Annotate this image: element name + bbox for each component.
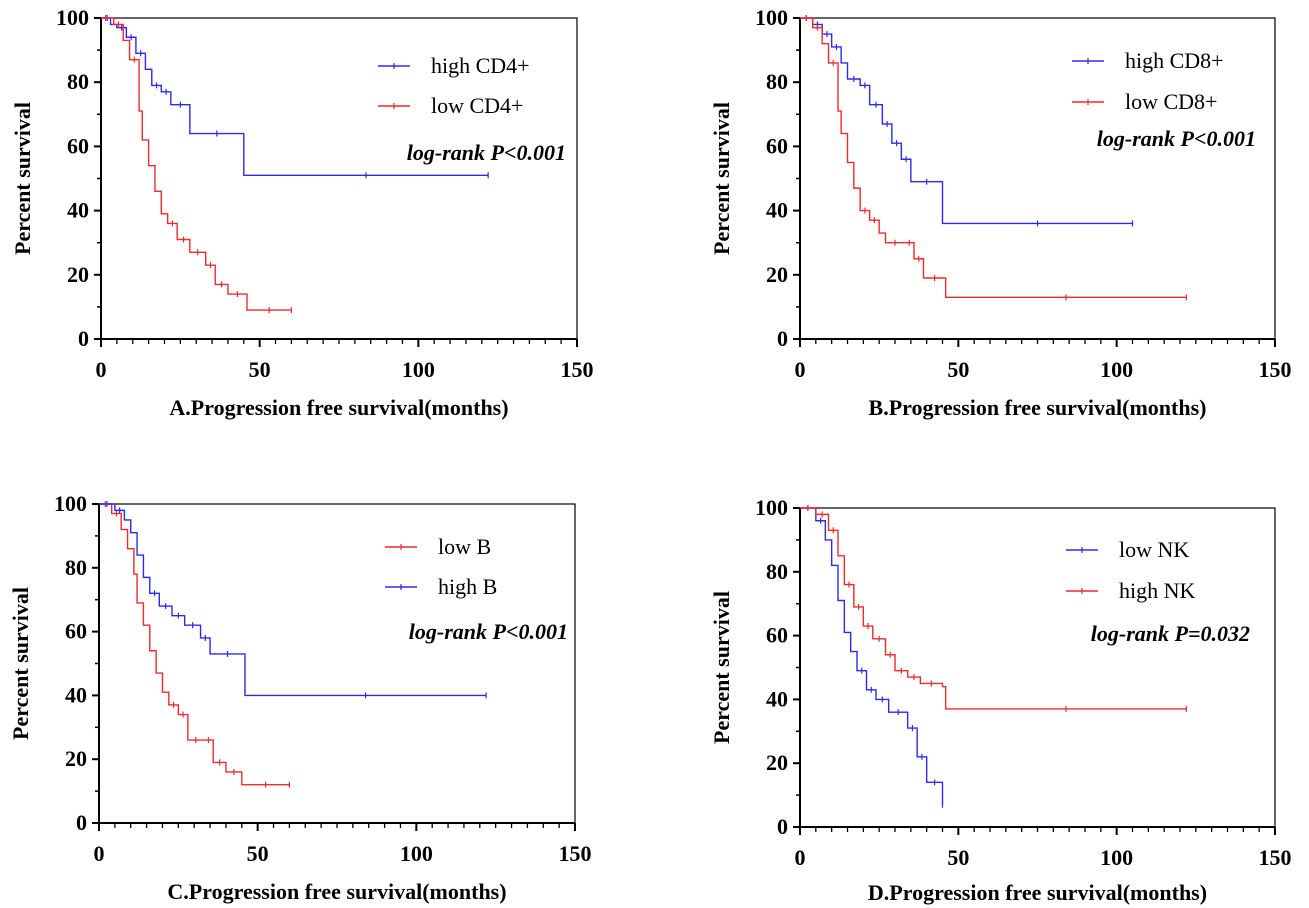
y-tick-label: 40 bbox=[67, 198, 89, 223]
legend-label: low CD8+ bbox=[1125, 89, 1217, 114]
x-tick-label: 0 bbox=[96, 357, 107, 382]
y-tick-label: 0 bbox=[777, 326, 788, 351]
y-tick-label: 0 bbox=[777, 814, 788, 839]
y-tick-label: 20 bbox=[766, 750, 788, 775]
legend-label: low B bbox=[438, 534, 491, 559]
y-tick-label: 20 bbox=[67, 262, 89, 287]
x-tick-label: 150 bbox=[559, 841, 592, 866]
x-tick-label: 150 bbox=[1259, 357, 1292, 382]
x-axis-title: A.Progression free survival(months) bbox=[169, 395, 508, 420]
series-line-low-cd8- bbox=[800, 17, 1187, 298]
log-rank-annotation: log-rank P=0.032 bbox=[1091, 621, 1250, 646]
x-axis-title: D.Progression free survival(months) bbox=[868, 880, 1207, 905]
y-axis-title: Percent survival bbox=[8, 587, 33, 740]
log-rank-annotation: log-rank P<0.001 bbox=[1097, 126, 1256, 151]
y-axis-title: Percent survival bbox=[709, 591, 734, 744]
y-tick-label: 40 bbox=[65, 682, 87, 707]
y-tick-label: 80 bbox=[766, 559, 788, 584]
y-tick-label: 60 bbox=[65, 619, 87, 644]
x-tick-label: 100 bbox=[1100, 845, 1133, 870]
series-line-low-b bbox=[99, 503, 290, 786]
y-tick-label: 0 bbox=[78, 326, 89, 351]
series-line-high-cd4- bbox=[101, 17, 489, 176]
series-line-high-cd8- bbox=[800, 17, 1133, 225]
km-panel-c: 0 20 40 60 80 100 0 50 100 150 C.Progression free … bbox=[8, 491, 592, 904]
y-tick-label: 80 bbox=[65, 555, 87, 580]
y-tick-label: 100 bbox=[56, 5, 89, 30]
log-rank-annotation: log-rank P<0.001 bbox=[409, 619, 568, 644]
y-tick-label: 80 bbox=[766, 69, 788, 94]
y-tick-label: 80 bbox=[67, 69, 89, 94]
y-tick-label: 40 bbox=[766, 686, 788, 711]
series-line-low-nk bbox=[800, 507, 944, 805]
km-panel-d: 0 20 40 60 80 100 0 50 100 150 D.Progression free … bbox=[709, 495, 1292, 905]
legend-label: low CD4+ bbox=[431, 93, 523, 118]
y-tick-label: 60 bbox=[67, 133, 89, 158]
x-axis-title: B.Progression free survival(months) bbox=[869, 395, 1207, 420]
plot-frame bbox=[98, 503, 576, 824]
series-line-high-b bbox=[99, 503, 487, 697]
x-tick-label: 50 bbox=[247, 841, 269, 866]
legend-label: high NK bbox=[1119, 578, 1196, 603]
y-tick-label: 20 bbox=[766, 262, 788, 287]
x-tick-label: 0 bbox=[94, 841, 105, 866]
y-tick-label: 100 bbox=[54, 491, 87, 516]
x-tick-label: 0 bbox=[795, 357, 806, 382]
x-tick-label: 50 bbox=[947, 357, 969, 382]
y-tick-label: 60 bbox=[766, 623, 788, 648]
y-tick-label: 20 bbox=[65, 746, 87, 771]
y-axis-title: Percent survival bbox=[10, 102, 35, 255]
x-tick-label: 150 bbox=[1259, 845, 1292, 870]
x-tick-label: 100 bbox=[1100, 357, 1133, 382]
y-tick-label: 40 bbox=[766, 198, 788, 223]
legend-label: high CD8+ bbox=[1125, 48, 1224, 73]
x-tick-label: 50 bbox=[249, 357, 271, 382]
x-tick-label: 100 bbox=[402, 357, 435, 382]
y-axis-title: Percent survival bbox=[709, 102, 734, 255]
y-tick-label: 0 bbox=[76, 810, 87, 835]
km-panel-a: 0 20 40 60 80 100 0 50 100 150 A.Progression free … bbox=[10, 5, 594, 420]
y-tick-label: 100 bbox=[755, 5, 788, 30]
log-rank-annotation: log-rank P<0.001 bbox=[407, 140, 566, 165]
x-tick-label: 50 bbox=[947, 845, 969, 870]
x-tick-label: 100 bbox=[400, 841, 433, 866]
legend-label: high CD4+ bbox=[431, 53, 530, 78]
km-panel-b: 0 20 40 60 80 100 0 50 100 150 B.Progression free … bbox=[709, 5, 1292, 420]
x-tick-label: 150 bbox=[561, 357, 594, 382]
x-tick-label: 0 bbox=[795, 845, 806, 870]
y-tick-label: 100 bbox=[755, 495, 788, 520]
legend-label: high B bbox=[438, 574, 497, 599]
series-line-low-cd4- bbox=[101, 17, 292, 311]
plot-frame bbox=[799, 507, 1276, 828]
y-tick-label: 60 bbox=[766, 133, 788, 158]
x-axis-title: C.Progression free survival(months) bbox=[167, 879, 506, 904]
legend-label: low NK bbox=[1119, 537, 1189, 562]
